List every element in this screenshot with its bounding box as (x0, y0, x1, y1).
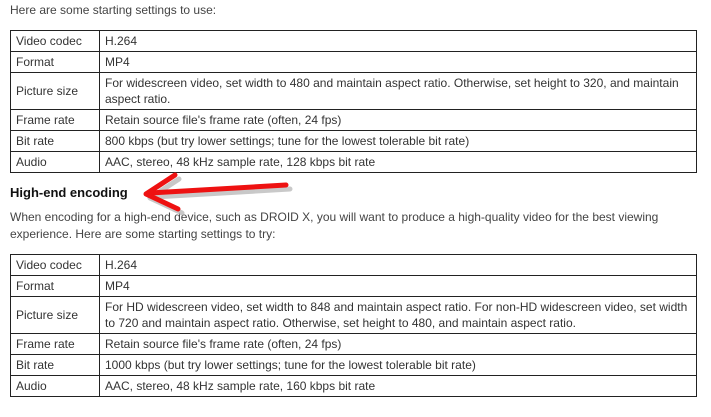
setting-value: 800 kbps (but try lower settings; tune f… (99, 130, 697, 152)
setting-key: Picture size (10, 296, 100, 334)
settings-table-standard: Video codec H.264 Format MP4 Picture size F… (10, 30, 697, 173)
table-row: Picture size For widescreen video, set wi… (10, 72, 697, 110)
table-row: Audio AAC, stereo, 48 kHz sample rate, 16… (10, 375, 697, 397)
table-row: Bit rate 1000 kbps (but try lower setting… (10, 354, 697, 376)
table-row: Video codec H.264 (10, 254, 697, 276)
settings-table-high-end: Video codec H.264 Format MP4 Picture size F… (10, 254, 697, 397)
setting-value: AAC, stereo, 48 kHz sample rate, 128 kbp… (99, 151, 697, 173)
setting-key: Audio (10, 151, 100, 173)
setting-value: For HD widescreen video, set width to 84… (99, 296, 697, 334)
table-row: Bit rate 800 kbps (but try lower settings… (10, 130, 697, 152)
setting-key: Frame rate (10, 109, 100, 131)
table-row: Audio AAC, stereo, 48 kHz sample rate, 12… (10, 151, 697, 173)
setting-value: AAC, stereo, 48 kHz sample rate, 160 kbp… (99, 375, 697, 397)
setting-key: Frame rate (10, 333, 100, 355)
table-row: Frame rate Retain source file's frame rat… (10, 333, 697, 355)
setting-value: H.264 (99, 30, 697, 52)
setting-key: Bit rate (10, 354, 100, 376)
setting-value: MP4 (99, 51, 697, 73)
table-row: Format MP4 (10, 51, 697, 73)
setting-value: 1000 kbps (but try lower settings; tune … (99, 354, 697, 376)
section-heading: High-end encoding (10, 185, 128, 200)
setting-value: H.264 (99, 254, 697, 276)
setting-key: Audio (10, 375, 100, 397)
table-row: Frame rate Retain source file's frame rat… (10, 109, 697, 131)
setting-key: Video codec (10, 254, 100, 276)
table-row: Video codec H.264 (10, 30, 697, 52)
setting-value: MP4 (99, 275, 697, 297)
setting-value: Retain source file's frame rate (often, … (99, 333, 697, 355)
intro-text: Here are some starting settings to use: (10, 3, 217, 17)
setting-value: Retain source file's frame rate (often, … (99, 109, 697, 131)
setting-key: Picture size (10, 72, 100, 110)
table-row: Picture size For HD widescreen video, set… (10, 296, 697, 334)
setting-key: Bit rate (10, 130, 100, 152)
setting-key: Format (10, 51, 100, 73)
table-row: Format MP4 (10, 275, 697, 297)
setting-key: Video codec (10, 30, 100, 52)
section-paragraph: When encoding for a high-end device, suc… (10, 210, 659, 241)
setting-key: Format (10, 275, 100, 297)
setting-value: For widescreen video, set width to 480 a… (99, 72, 697, 110)
